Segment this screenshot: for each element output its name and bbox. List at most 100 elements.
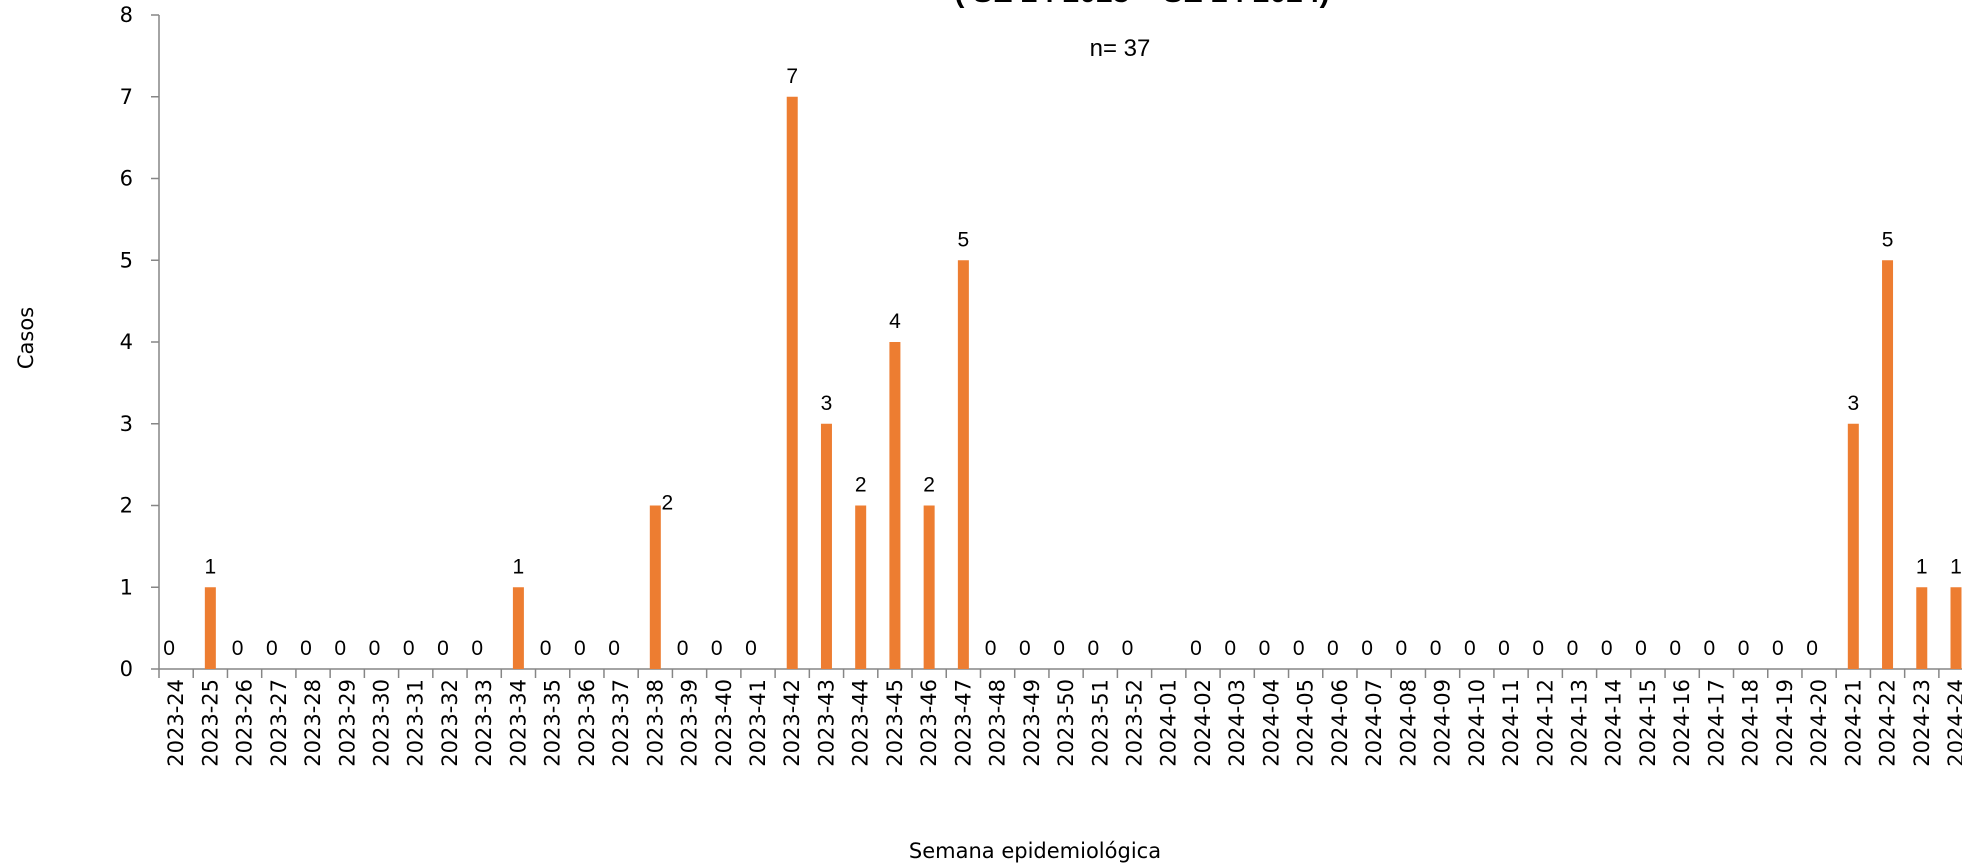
data-label: 0	[1259, 637, 1271, 660]
x-tick-label: 2024-16	[1670, 679, 1694, 767]
x-tick-label: 2024-22	[1876, 679, 1900, 767]
data-label: 0	[1019, 637, 1031, 660]
data-label: 0	[985, 637, 997, 660]
y-tick-label: 4	[120, 330, 133, 354]
y-tick-label: 2	[120, 494, 133, 518]
x-tick-label: 2024-15	[1636, 679, 1660, 767]
x-tick-label: 2023-51	[1088, 679, 1112, 767]
x-tick-label: 2023-25	[198, 679, 222, 767]
y-axis-label: Casos	[14, 307, 38, 369]
x-tick-label: 2023-32	[438, 679, 462, 767]
x-tick-label: 2023-24	[164, 679, 188, 767]
data-label: 0	[369, 637, 381, 660]
data-label: 0	[1327, 637, 1339, 660]
data-label: 0	[1532, 637, 1544, 660]
bar	[855, 505, 867, 669]
x-tick-label: 2024-19	[1773, 679, 1797, 767]
data-label: 0	[1635, 637, 1647, 660]
bar	[923, 505, 935, 669]
x-tick-label: 2024-12	[1533, 679, 1557, 767]
bar	[786, 96, 798, 669]
data-label: 2	[661, 492, 673, 515]
x-tick-label: 2023-35	[541, 679, 565, 767]
x-tick-label: 2024-23	[1910, 679, 1934, 767]
x-tick-label: 2023-40	[712, 679, 736, 767]
data-label: 0	[1395, 637, 1407, 660]
data-label: 0	[471, 637, 483, 660]
data-label: 5	[1882, 228, 1894, 251]
x-tick-label: 2023-43	[814, 679, 838, 767]
x-tick-label: 2023-28	[301, 679, 325, 767]
x-tick-label: 2023-27	[267, 679, 291, 767]
x-tick-label: 2023-29	[335, 679, 359, 767]
data-label: 0	[1498, 637, 1510, 660]
data-label: 2	[855, 474, 867, 497]
bar	[820, 423, 832, 669]
data-label: 0	[437, 637, 449, 660]
x-tick-label: 2023-42	[780, 679, 804, 767]
data-label: 0	[1772, 637, 1784, 660]
chart-subtitle: n= 37	[1090, 35, 1151, 62]
x-tick-label: 2024-11	[1499, 679, 1523, 767]
data-label: 0	[1430, 637, 1442, 660]
data-label: 0	[540, 637, 552, 660]
data-label: 1	[1950, 555, 1962, 578]
x-tick-label: 2024-17	[1704, 679, 1728, 767]
bar	[512, 587, 524, 669]
x-tick-label: 2023-41	[746, 679, 770, 767]
data-label: 3	[821, 392, 833, 415]
x-tick-label: 2023-47	[951, 679, 975, 767]
data-label: 0	[232, 637, 244, 660]
y-tick-label: 6	[120, 167, 133, 191]
data-label: 0	[1464, 637, 1476, 660]
x-tick-label: 2024-07	[1362, 679, 1386, 767]
data-label: 1	[204, 555, 216, 578]
data-label: 0	[1053, 637, 1065, 660]
bar	[1950, 587, 1962, 669]
x-tick-label: 2024-03	[1225, 679, 1249, 767]
data-label: 4	[889, 310, 901, 333]
y-tick-label: 7	[120, 85, 133, 109]
data-label: 0	[574, 637, 586, 660]
x-tick-label: 2024-20	[1807, 679, 1831, 767]
bar	[957, 260, 969, 669]
bar	[1882, 260, 1894, 669]
x-tick-label: 2023-52	[1123, 679, 1147, 767]
x-tick-label: 2023-38	[643, 679, 667, 767]
x-tick-label: 2024-04	[1259, 679, 1283, 767]
data-label: 0	[1738, 637, 1750, 660]
data-label: 5	[958, 228, 970, 251]
data-label: 1	[1916, 555, 1928, 578]
x-tick-label: 2024-09	[1431, 679, 1455, 767]
bar	[1916, 587, 1928, 669]
data-label: 0	[1224, 637, 1236, 660]
x-tick-label: 2023-39	[678, 679, 702, 767]
x-tick-label: 2024-14	[1602, 679, 1626, 767]
data-label: 2	[923, 474, 935, 497]
x-axis-label: Semana epidemiológica	[909, 839, 1161, 863]
x-tick-label: 2023-49	[1020, 679, 1044, 767]
x-tick-label: 2023-33	[472, 679, 496, 767]
x-tick-label: 2023-31	[404, 679, 428, 767]
data-label: 0	[1122, 637, 1134, 660]
data-label: 0	[163, 637, 175, 660]
chart-title: ( SE 24 2023 – SE 24 2024)	[954, 0, 1329, 9]
x-tick-label: 2023-50	[1054, 679, 1078, 767]
bar	[204, 587, 216, 669]
data-label: 1	[513, 555, 525, 578]
data-label: 0	[608, 637, 620, 660]
x-tick-label: 2024-02	[1191, 679, 1215, 767]
x-tick-label: 2023-37	[609, 679, 633, 767]
data-label: 0	[677, 637, 689, 660]
x-tick-label: 2023-48	[986, 679, 1010, 767]
x-tick-label: 2024-24	[1944, 679, 1962, 767]
x-tick-label: 2023-44	[849, 679, 873, 767]
y-tick-label: 8	[120, 3, 133, 27]
x-tick-label: 2023-36	[575, 679, 599, 767]
x-tick-label: 2023-34	[506, 679, 530, 767]
bar	[889, 342, 901, 669]
x-tick-label: 2024-06	[1328, 679, 1352, 767]
x-tick-label: 2023-45	[883, 679, 907, 767]
data-label: 0	[300, 637, 312, 660]
y-tick-label: 1	[120, 575, 133, 599]
